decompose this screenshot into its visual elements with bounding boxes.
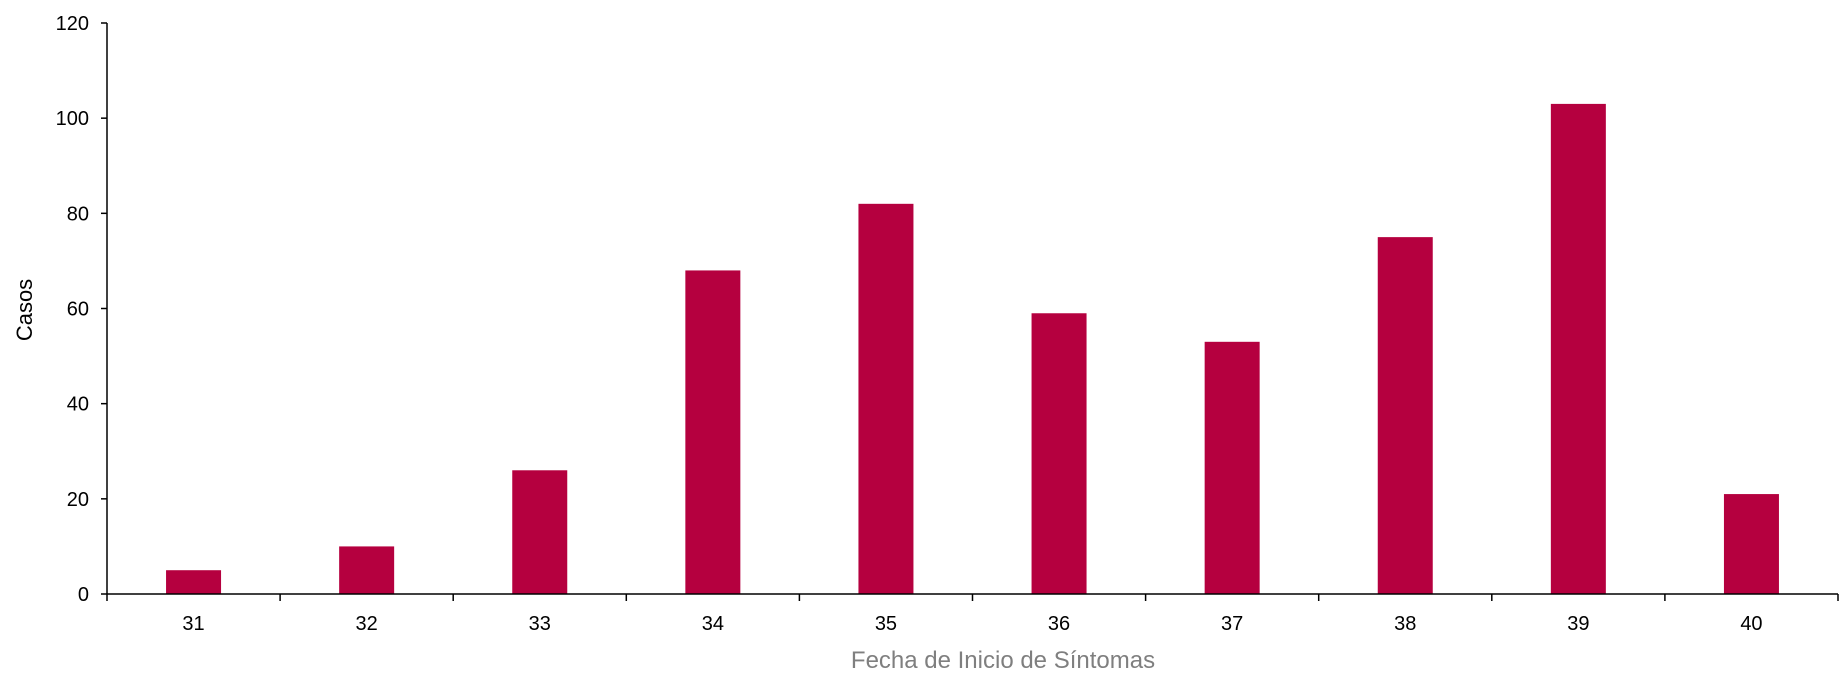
y-tick-label: 40	[67, 394, 89, 416]
x-axis-label: Fecha de Inicio de Síntomas	[851, 647, 1155, 674]
bars-group	[166, 103, 1779, 595]
bar-32	[339, 546, 395, 594]
bar-34	[685, 270, 741, 594]
y-axis: 0 20 40 60 80 100 120	[56, 13, 108, 606]
x-tick-label: 38	[1394, 613, 1416, 635]
x-tick-label: 31	[182, 613, 204, 635]
x-tick-label: 40	[1740, 613, 1762, 635]
x-tick-label: 37	[1221, 613, 1243, 635]
bar-36	[1031, 313, 1087, 594]
bar-33	[512, 470, 568, 594]
bar-39	[1550, 103, 1606, 595]
x-tick-label: 39	[1567, 613, 1589, 635]
bar-31	[166, 570, 222, 594]
x-tick-label: 33	[529, 613, 551, 635]
y-tick-label: 120	[56, 13, 89, 35]
bar-38	[1377, 237, 1433, 594]
y-tick-label: 80	[67, 203, 89, 225]
bar-40	[1723, 494, 1779, 594]
y-tick-label: 100	[56, 108, 89, 130]
y-tick-label: 0	[78, 584, 89, 606]
x-tick-label: 34	[702, 613, 724, 635]
y-tick-label: 20	[67, 489, 89, 511]
bar-37	[1204, 341, 1260, 594]
y-axis-label: Casos	[12, 279, 37, 341]
x-tick-label: 35	[875, 613, 897, 635]
x-tick-label: 32	[356, 613, 378, 635]
x-axis: 31 32 33 34 35 36 37 38 39 40	[106, 593, 1839, 635]
x-tick-label: 36	[1048, 613, 1070, 635]
bar-35	[858, 203, 914, 595]
y-tick-label: 60	[67, 299, 89, 321]
